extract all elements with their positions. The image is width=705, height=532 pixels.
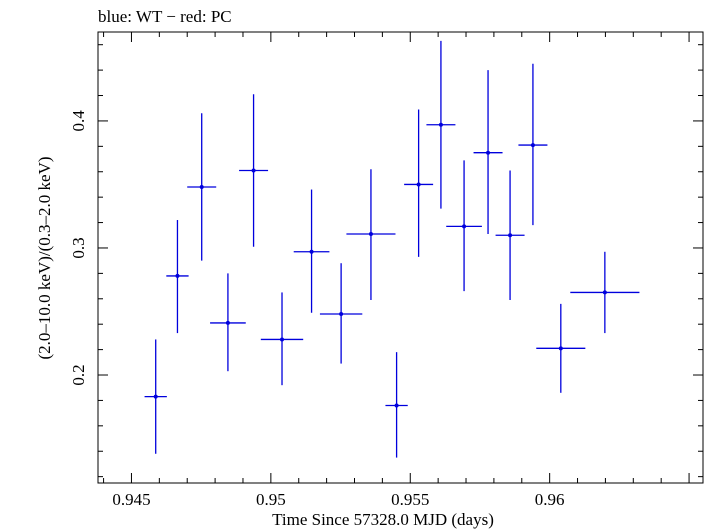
point-marker — [339, 312, 344, 317]
x-tick-label: 0.95 — [256, 490, 286, 509]
data-point — [426, 40, 456, 209]
data-point — [346, 169, 396, 301]
data-point — [239, 94, 269, 247]
data-point — [536, 303, 586, 393]
plot-frame — [97, 31, 704, 484]
point-marker — [438, 122, 443, 127]
data-point — [319, 263, 363, 364]
point-marker — [225, 320, 230, 325]
data-points — [144, 40, 640, 458]
point-marker — [280, 337, 285, 342]
x-tick-label: 0.96 — [535, 490, 565, 509]
data-point — [570, 251, 640, 334]
point-marker — [368, 231, 373, 236]
data-point — [166, 220, 189, 334]
x-axis-ticks: 0.945 0.95 0.955 0.96 — [103, 32, 690, 509]
y-tick-label: 0.3 — [69, 237, 88, 258]
data-point — [518, 63, 548, 226]
data-point — [260, 292, 304, 386]
y-tick-label: 0.4 — [69, 110, 88, 132]
x-tick-label: 0.945 — [112, 490, 150, 509]
point-marker — [199, 184, 204, 189]
point-marker — [251, 168, 256, 173]
data-point — [210, 273, 246, 372]
point-marker — [602, 290, 607, 295]
data-point — [293, 189, 330, 313]
data-point — [385, 352, 408, 458]
y-tick-label: 0.2 — [69, 364, 88, 385]
point-marker — [530, 143, 535, 148]
data-point — [404, 109, 434, 257]
point-marker — [309, 249, 314, 254]
point-marker — [416, 182, 421, 187]
y-axis-label: (2.0–10.0 keV)/(0.3–2.0 keV) — [35, 156, 54, 359]
point-marker — [394, 403, 399, 408]
data-point — [473, 70, 503, 234]
data-point — [495, 170, 525, 301]
chart-title: blue: WT − red: PC — [98, 7, 232, 26]
point-marker — [462, 224, 467, 229]
point-marker — [153, 394, 158, 399]
data-point — [187, 113, 217, 261]
data-point — [446, 160, 482, 292]
data-point — [144, 339, 167, 454]
point-marker — [175, 273, 180, 278]
y-axis-ticks: 0.2 0.3 0.4 — [69, 44, 703, 478]
x-axis-label: Time Since 57328.0 MJD (days) — [272, 510, 494, 529]
point-marker — [486, 150, 491, 155]
point-marker — [508, 233, 513, 238]
point-marker — [558, 346, 563, 351]
x-tick-label: 0.955 — [391, 490, 429, 509]
